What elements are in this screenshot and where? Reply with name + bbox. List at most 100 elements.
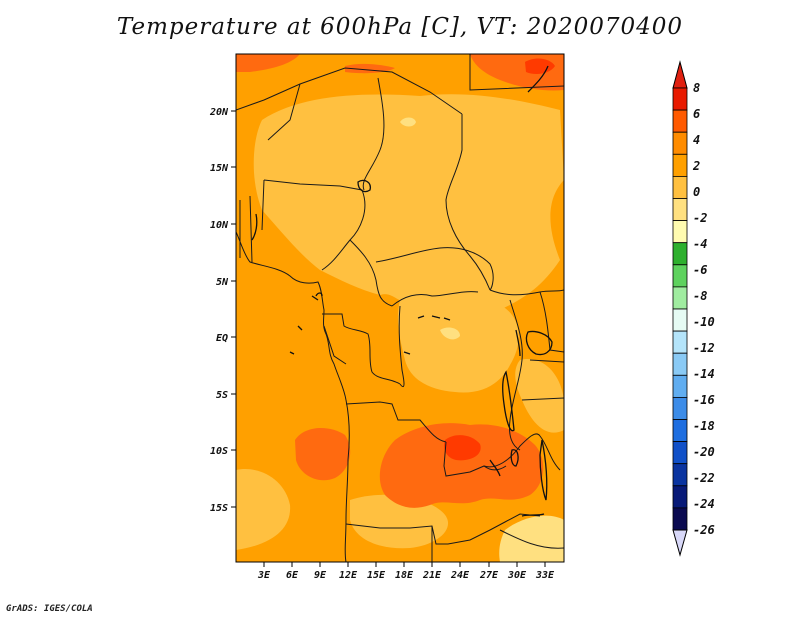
colorbar-label: -12 <box>693 341 715 355</box>
cool-spot-congo <box>440 327 460 340</box>
border-cameroon-car <box>349 239 393 307</box>
warm-region-southcentral <box>350 494 449 549</box>
lon-label: 27E <box>479 570 499 581</box>
colorbar-label: -24 <box>693 497 715 511</box>
longitude-axis <box>263 562 546 567</box>
colorbar-top-arrow <box>672 60 688 89</box>
lakes <box>251 65 553 517</box>
red-sea-coast <box>527 65 549 93</box>
lat-label: 10N <box>210 220 229 231</box>
lon-label: 9E <box>314 570 327 581</box>
very-hot-spot-south <box>444 435 481 461</box>
lon-label: 15E <box>367 570 386 581</box>
lake-mweru <box>510 449 519 467</box>
border-angola-east <box>443 441 507 477</box>
colorbar-cell <box>672 242 688 266</box>
colorbar-label: -14 <box>693 367 715 381</box>
colorbar-label: -8 <box>693 289 707 303</box>
islands-gulf <box>289 292 323 355</box>
lake-malawi <box>539 439 548 501</box>
colorbar-bottom-arrow <box>672 529 688 557</box>
latitude-axis <box>231 110 236 508</box>
colorbar-cell <box>672 374 688 398</box>
colorbar-label: -18 <box>693 419 715 433</box>
colorbar-label: -22 <box>693 471 715 485</box>
hot-region-south <box>379 423 544 508</box>
very-hot-spot-northeast <box>525 58 555 74</box>
colorbar-cell <box>672 330 688 354</box>
warm-region-east <box>515 359 564 433</box>
warm-region-southwest <box>236 469 291 550</box>
lat-label: 5N <box>216 277 229 288</box>
colorbar-cell <box>672 198 688 222</box>
lon-label: 21E <box>422 570 442 581</box>
colorbar-label: -2 <box>693 211 707 225</box>
colorbar-cell <box>672 87 688 111</box>
lake-albert <box>515 329 521 357</box>
colorbar-cell <box>672 286 688 310</box>
border-tanzania <box>521 359 564 401</box>
border-gabon <box>323 325 347 365</box>
colorbar-cell <box>672 109 688 133</box>
boundaries <box>236 54 564 562</box>
hot-region-southwest <box>295 428 351 481</box>
coastline-west <box>236 231 350 562</box>
border-benin-togo <box>239 179 265 263</box>
colorbar-cells <box>672 87 688 531</box>
colorbar-cell <box>672 441 688 465</box>
lake-victoria <box>525 330 553 356</box>
colorbar-label: -6 <box>693 263 707 277</box>
warm-region-north <box>253 94 564 310</box>
lon-label: 3E <box>257 570 271 581</box>
colorbar-label: 0 <box>693 185 700 199</box>
longitude-labels: 3E 6E 9E 12E 15E 18E 21E 24E 27E 30E 33E <box>257 570 555 581</box>
colorbar-cell <box>672 419 688 443</box>
colorbar-label: 4 <box>693 133 700 147</box>
colorbar-cell <box>672 175 688 199</box>
colorbar-cell <box>672 264 688 288</box>
colorbar-labels: 8 6 4 2 0 -2 -4 -6 -8 -10 -12 -14 -16 -1… <box>692 81 715 537</box>
colorbar-label: -10 <box>693 315 715 329</box>
grads-credit: GrADS: IGES/COLA <box>6 604 93 614</box>
border-east-africa <box>509 299 523 451</box>
lake-chad <box>357 179 371 193</box>
colorbar-cell <box>672 220 688 244</box>
lon-label: 33E <box>535 570 555 581</box>
lat-label: 10S <box>210 446 228 457</box>
border-zambia <box>483 433 561 471</box>
lat-label: 20N <box>209 107 229 118</box>
colorbar-cell <box>672 352 688 376</box>
lon-label: 12E <box>339 570 358 581</box>
colorbar: 8 6 4 2 0 -2 -4 -6 -8 -10 -12 -14 -16 -1… <box>672 60 715 557</box>
colorbar-label: 6 <box>693 107 700 121</box>
lat-label: EQ <box>216 333 228 344</box>
colorbar-label: 2 <box>692 159 700 173</box>
hot-region-northwest <box>236 54 300 72</box>
colorbar-cell <box>672 131 688 155</box>
colorbar-cell <box>672 463 688 487</box>
border-mali-niger <box>236 67 463 115</box>
colorbar-label: -26 <box>693 523 715 537</box>
cool-spot-southeast <box>499 515 564 562</box>
lon-label: 24E <box>450 570 470 581</box>
colorbar-cell <box>672 507 688 531</box>
lake-kariba <box>521 513 545 517</box>
border-chad-sudan <box>445 114 491 291</box>
cool-spot-north <box>400 117 416 127</box>
colorbar-label: -20 <box>693 445 715 459</box>
chart-title: Temperature at 600hPa [C], VT: 202007040… <box>116 14 684 40</box>
latitude-labels: 20N 15N 10N 5N EQ 5S 10S 15S <box>209 107 229 514</box>
border-angola-north <box>345 401 447 443</box>
lon-label: 6E <box>286 570 299 581</box>
colorbar-label: -16 <box>693 393 715 407</box>
colorbar-cell <box>672 308 688 332</box>
lat-label: 5S <box>216 390 228 401</box>
border-congo-drc <box>398 305 405 388</box>
lat-label: 15N <box>210 163 229 174</box>
colorbar-cell <box>672 153 688 177</box>
lon-label: 30E <box>507 570 527 581</box>
border-angola-south <box>345 513 541 545</box>
border-car-congo <box>375 247 494 291</box>
lake-volta <box>251 213 258 241</box>
